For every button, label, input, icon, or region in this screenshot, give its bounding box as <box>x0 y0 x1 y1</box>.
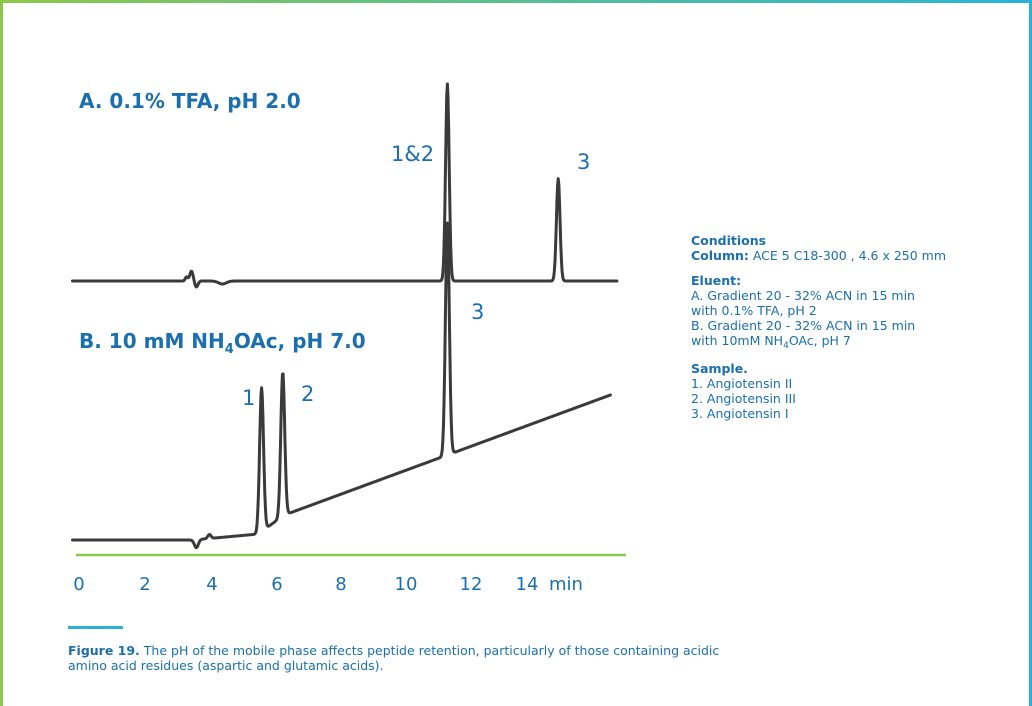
x-tick-label: 6 <box>271 574 283 595</box>
peak-label-a-3: 3 <box>577 150 591 174</box>
eluent-b-line: B. Gradient 20 - 32% ACN in 15 min <box>691 318 916 333</box>
sample-item: 3. Angiotensin I <box>691 406 789 421</box>
conditions-panel: Conditions Column: ACE 5 C18-300 , 4.6 x… <box>691 233 1001 431</box>
column-line: Column: ACE 5 C18-300 , 4.6 x 250 mm <box>691 248 947 263</box>
peak-label-b-2: 2 <box>301 382 315 406</box>
eluent-heading: Eluent: <box>691 273 742 288</box>
conditions-heading: Conditions <box>691 233 767 248</box>
figure-caption: Figure 19. The pH of the mobile phase af… <box>68 643 720 673</box>
x-tick-label: 2 <box>139 574 151 595</box>
peak-label-b-3: 3 <box>471 300 485 324</box>
top-border <box>0 0 1032 3</box>
eluent-b-line: with 10mM NH4OAc, pH 7 <box>691 333 851 351</box>
sample-item: 2. Angiotensin III <box>691 391 796 406</box>
eluent-a-line: A. Gradient 20 - 32% ACN in 15 min <box>691 288 915 303</box>
chart-a-title: A. 0.1% TFA, pH 2.0 <box>79 89 301 113</box>
x-tick-label: 12 <box>459 574 483 595</box>
x-tick-label: 10 <box>394 574 418 595</box>
x-tick-label: 0 <box>73 574 85 595</box>
peak-label-b-1: 1 <box>242 386 256 410</box>
x-tick-label: 4 <box>206 574 218 595</box>
peak-label-a-1and2: 1&2 <box>391 142 435 166</box>
right-border <box>1029 0 1032 706</box>
caption-rule <box>68 626 123 629</box>
trace-a-line <box>71 82 619 289</box>
trace-b-line <box>71 221 612 550</box>
x-tick-label: 8 <box>335 574 347 595</box>
chart-b-title: B. 10 mM NH4OAc, pH 7.0 <box>79 329 366 357</box>
x-tick-label: 14 <box>515 574 539 595</box>
eluent-a-line: with 0.1% TFA, pH 2 <box>691 303 817 318</box>
x-axis-unit: min <box>549 574 583 595</box>
sample-item: 1. Angiotensin II <box>691 376 793 391</box>
sample-heading: Sample. <box>691 361 748 376</box>
left-border <box>0 0 3 706</box>
